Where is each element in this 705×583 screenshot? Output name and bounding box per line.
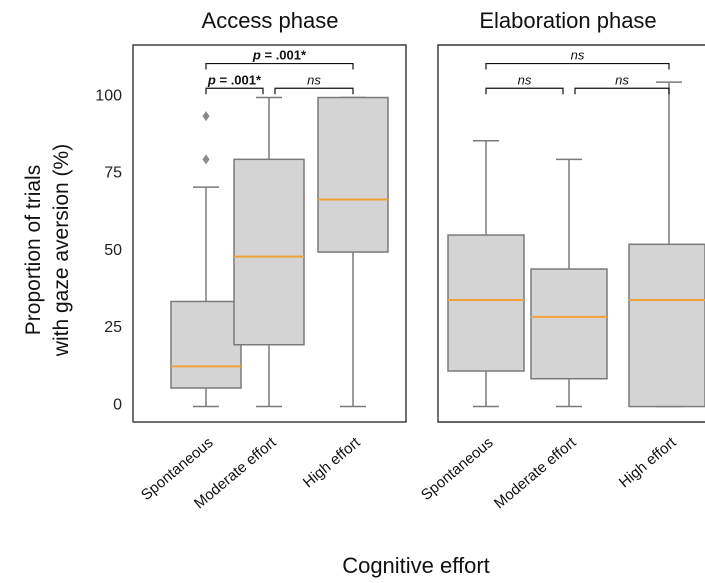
outlier-point <box>202 154 210 165</box>
significance-bracket <box>205 62 354 70</box>
x-tick-label: High effort <box>300 434 364 492</box>
significance-bracket <box>574 87 670 95</box>
y-tick-label: 75 <box>104 165 122 182</box>
x-tick-label: Moderate effort <box>491 434 580 513</box>
y-tick-label: 0 <box>113 396 122 413</box>
outlier-point <box>202 111 210 122</box>
y-axis-label-line-1: Proportion of trials <box>22 165 45 335</box>
y-tick-label: 25 <box>104 319 122 336</box>
panel-title-access: Access phase <box>202 8 339 33</box>
significance-bracket <box>274 87 354 95</box>
box <box>170 300 242 389</box>
significance-label: p = .001* <box>252 48 307 63</box>
y-axis-label-line-2: with gaze aversion (%) <box>50 144 73 357</box>
box <box>233 158 305 346</box>
box <box>317 96 389 253</box>
x-tick-label: Spontaneous <box>418 434 497 504</box>
significance-label: ns <box>615 72 629 87</box>
y-tick-label: 100 <box>95 87 122 104</box>
significance-bracket <box>205 87 264 95</box>
significance-label: p = .001* <box>207 72 262 87</box>
box <box>530 268 608 380</box>
significance-label: ns <box>307 72 321 87</box>
significance-bracket <box>485 62 670 70</box>
significance-label: ns <box>518 72 532 87</box>
box <box>447 234 525 372</box>
y-tick-label: 50 <box>104 242 122 259</box>
x-axis-label: Cognitive effort <box>342 553 490 578</box>
panel-frame <box>437 44 705 423</box>
significance-bracket <box>485 87 564 95</box>
panel-frame <box>132 44 407 423</box>
x-tick-label: High effort <box>616 434 680 492</box>
box <box>628 243 705 408</box>
panel-title-elaboration: Elaboration phase <box>479 8 656 33</box>
significance-label: ns <box>571 48 585 63</box>
